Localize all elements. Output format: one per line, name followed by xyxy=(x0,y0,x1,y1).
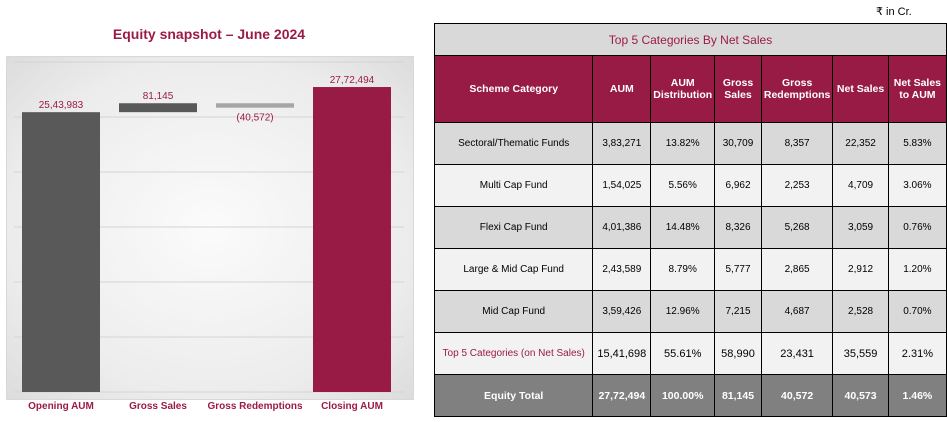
value-cell: 5,268 xyxy=(760,206,834,249)
value-cell: 5.83% xyxy=(887,122,947,165)
value-cell: 4,01,386 xyxy=(592,206,652,249)
table-row: Sectoral/Thematic Funds 3,83,271 13.82% 30,… xyxy=(433,122,947,165)
bar-gross-sales xyxy=(119,103,197,113)
column-header: AUM xyxy=(592,55,652,123)
value-cell: 3.06% xyxy=(887,164,947,207)
value-cell: 6,962 xyxy=(714,164,762,207)
value-cell: 1.20% xyxy=(887,248,947,291)
category-cell: Top 5 Categories (on Net Sales) xyxy=(433,332,594,375)
value-cell: 58,990 xyxy=(714,332,762,375)
value-cell: 3,59,426 xyxy=(592,290,652,333)
column-header: AUM Distribution xyxy=(650,55,716,123)
value-cell: 35,559 xyxy=(832,332,889,375)
column-header: Net Sales to AUM xyxy=(887,55,947,123)
column-header: Gross Redemptions xyxy=(760,55,834,123)
category-cell: Mid Cap Fund xyxy=(433,290,594,333)
bar-closing-aum xyxy=(313,87,391,392)
category-cell: Multi Cap Fund xyxy=(433,164,594,207)
value-cell: 0.70% xyxy=(887,290,947,333)
table-row: Large & Mid Cap Fund 2,43,589 8.79% 5,777 2,… xyxy=(433,248,947,291)
bar-gross-redemptions xyxy=(216,103,294,108)
column-header: Gross Sales xyxy=(714,55,762,123)
value-cell: 3,83,271 xyxy=(592,122,652,165)
category-label: Gross Sales xyxy=(129,401,187,412)
category-label: Closing AUM xyxy=(321,401,383,412)
category-cell: Flexi Cap Fund xyxy=(433,206,594,249)
data-label: 25,43,983 xyxy=(39,100,84,111)
value-cell: 15,41,698 xyxy=(592,332,652,375)
value-cell: 55.61% xyxy=(650,332,716,375)
value-cell: 5,777 xyxy=(714,248,762,291)
value-cell: 22,352 xyxy=(832,122,889,165)
table-row: Mid Cap Fund 3,59,426 12.96% 7,215 4,687 2,52… xyxy=(433,290,947,333)
data-label: 27,72,494 xyxy=(330,75,375,86)
value-cell: 0.76% xyxy=(887,206,947,249)
value-cell: 2,865 xyxy=(760,248,834,291)
waterfall-chart: 25,43,983 Opening AUM 81,145 Gross Sales (40… xyxy=(14,61,404,412)
equity-total-row: Equity Total 27,72,494 100.00% 81,145 40,572… xyxy=(433,374,947,417)
table-row: Flexi Cap Fund 4,01,386 14.48% 8,326 5,268 3,… xyxy=(433,206,947,249)
value-cell: 8.79% xyxy=(650,248,716,291)
value-cell: 40,572 xyxy=(760,374,834,417)
value-cell: 2,43,589 xyxy=(592,248,652,291)
bar-opening-aum xyxy=(22,112,100,393)
table-title: Top 5 Categories By Net Sales xyxy=(434,23,947,56)
value-cell: 40,573 xyxy=(832,374,889,417)
value-cell: 3,059 xyxy=(832,206,889,249)
value-cell: 14.48% xyxy=(650,206,716,249)
table-row: Multi Cap Fund 1,54,025 5.56% 6,962 2,253 4,7… xyxy=(433,164,947,207)
column-header: Net Sales xyxy=(832,55,889,123)
value-cell: 7,215 xyxy=(714,290,762,333)
value-cell: 2,912 xyxy=(832,248,889,291)
category-cell: Sectoral/Thematic Funds xyxy=(433,122,594,165)
value-cell: 23,431 xyxy=(760,332,834,375)
category-cell: Large & Mid Cap Fund xyxy=(433,248,594,291)
value-cell: 2,528 xyxy=(832,290,889,333)
value-cell: 100.00% xyxy=(650,374,716,417)
value-cell: 12.96% xyxy=(650,290,716,333)
header-row: Scheme Category AUM AUM Distribution Gross … xyxy=(433,55,947,123)
value-cell: 13.82% xyxy=(650,122,716,165)
data-label: 81,145 xyxy=(143,91,174,102)
chart-title: Equity snapshot – June 2024 xyxy=(112,26,306,42)
category-cell: Equity Total xyxy=(433,374,594,417)
value-cell: 1.46% xyxy=(887,374,947,417)
value-cell: 2,253 xyxy=(760,164,834,207)
column-header: Scheme Category xyxy=(433,55,594,123)
top5-summary-row: Top 5 Categories (on Net Sales) 15,41,698… xyxy=(433,332,947,375)
value-cell: 1,54,025 xyxy=(592,164,652,207)
value-cell: 5.56% xyxy=(650,164,716,207)
top-categories-table: Top 5 Categories By Net Sales Scheme Cat… xyxy=(433,23,947,417)
value-cell: 2.31% xyxy=(887,332,947,375)
value-cell: 8,357 xyxy=(760,122,834,165)
data-label: (40,572) xyxy=(236,113,273,124)
category-label: Gross Redemptions xyxy=(207,401,302,412)
value-cell: 4,687 xyxy=(760,290,834,333)
value-cell: 81,145 xyxy=(714,374,762,417)
unit-note: ₹ in Cr. xyxy=(876,6,912,18)
category-label: Opening AUM xyxy=(28,401,94,412)
value-cell: 4,709 xyxy=(832,164,889,207)
value-cell: 30,709 xyxy=(714,122,762,165)
value-cell: 27,72,494 xyxy=(592,374,652,417)
value-cell: 8,326 xyxy=(714,206,762,249)
